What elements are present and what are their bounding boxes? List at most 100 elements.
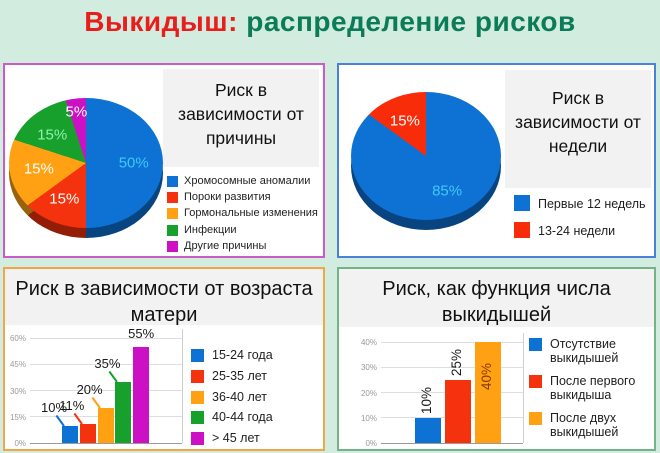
legend-swatch — [529, 374, 542, 388]
legend-age: 15-24 года 25-35 лет 36-40 лет 40-44 года > … — [191, 348, 319, 446]
legend-item: Пороки развития — [167, 191, 323, 204]
label-leader-line — [91, 396, 101, 409]
y-tick-label: 40% — [360, 338, 377, 347]
legend-item: > 45 лет — [191, 431, 319, 446]
legend-swatch — [167, 208, 178, 220]
pie-slice-label: 50% — [118, 154, 149, 172]
legend-item-label: Другие причины — [184, 239, 267, 252]
panel-risk-by-count: Риск, как функция числа выкидышей 0% 10% 2… — [337, 267, 656, 451]
legend-count: Отсутствие выкидышей После первого выкиды… — [529, 337, 649, 439]
legend-week: Первые 12 недель 13-24 недели — [514, 195, 650, 240]
bar — [445, 379, 471, 443]
panel-count-title: Риск, как функция числа выкидышей — [339, 269, 654, 327]
pie-slice-label: 15% — [37, 126, 68, 143]
bar-value-label: 20% — [76, 382, 103, 397]
bar-chart-age: 0% 15% 30% 45% 60% 10% 11% 20% 35% 55% — [10, 325, 183, 448]
legend-item: Отсутствие выкидышей — [529, 337, 649, 366]
gridline — [30, 337, 182, 339]
legend-item-label: Инфекции — [184, 223, 237, 236]
legend-swatch — [167, 224, 178, 236]
y-tick-label: 20% — [360, 388, 377, 398]
page-title: Выкидыш: распределение рисков — [0, 6, 660, 38]
legend-item-label: Отсутствие выкидышей — [550, 337, 619, 366]
legend-item-label: > 45 лет — [212, 431, 260, 445]
panel-week-title: Риск в зависимости от недели — [505, 70, 651, 188]
y-tick-label: 0% — [14, 439, 26, 448]
legend-item-label: 15-24 года — [212, 348, 273, 362]
legend-item: Хромосомные аномалии — [167, 175, 323, 188]
panel-cause-title: Риск в зависимости от причины — [163, 69, 319, 167]
y-tick-label: 45% — [9, 360, 26, 370]
bar-value-label: 10% — [419, 386, 434, 414]
y-tick-label: 30% — [360, 363, 377, 373]
gridline — [30, 390, 182, 391]
gridline — [381, 366, 523, 368]
pie-week: 85% 15% — [351, 92, 501, 220]
bar — [97, 408, 114, 443]
pie-chart-cause: 50% 15% 15% 15% 5% — [7, 95, 165, 241]
legend-swatch — [191, 369, 204, 383]
legend-item-label: 36-40 лет — [212, 389, 267, 404]
legend-swatch — [529, 338, 542, 351]
legend-item-label: Хромосомные аномалии — [184, 175, 311, 187]
panel-age-title: Риск в зависимости от возраста матери — [5, 269, 323, 326]
panel-risk-by-age: Риск в зависимости от возраста матери 0%… — [3, 267, 325, 451]
bar — [133, 346, 150, 443]
legend-item: Первые 12 недель — [514, 195, 650, 212]
y-tick-label: 0% — [365, 439, 377, 448]
legend-item: 13-24 недели — [514, 222, 650, 239]
legend-swatch — [191, 411, 204, 425]
pie-slice-label: 85% — [432, 182, 463, 200]
legend-item: 36-40 лет — [191, 389, 319, 405]
pie-cause: 50% 15% 15% 15% 5% — [9, 98, 163, 228]
legend-swatch — [191, 349, 204, 362]
bar-value-label: 35% — [94, 355, 121, 371]
y-tick-label: 30% — [9, 386, 26, 396]
label-leader-line — [73, 412, 83, 425]
y-tick-label: 60% — [9, 334, 26, 343]
bar-value-label: 55% — [128, 325, 155, 341]
legend-item: Гормональные изменения — [167, 207, 323, 220]
bar — [415, 417, 441, 443]
y-tick-label: 10% — [360, 413, 377, 423]
pie-chart-week: 85% 15% — [349, 89, 503, 231]
bar — [115, 381, 132, 443]
legend-swatch — [514, 222, 530, 239]
panel-risk-by-week: 85% 15% Риск в зависимости от недели Перв… — [337, 63, 656, 258]
pie-slice-label: 15% — [389, 112, 420, 130]
gridline — [30, 442, 182, 444]
legend-item-label: Гормональные изменения — [184, 207, 318, 220]
legend-item-label: 40-44 года — [212, 410, 273, 425]
legend-item: 15-24 года — [191, 348, 319, 363]
legend-item: После первого выкидыша — [529, 374, 649, 403]
legend-item: Инфекции — [167, 224, 323, 237]
legend-item-label: 13-24 недели — [538, 224, 616, 239]
legend-swatch — [167, 192, 178, 204]
legend-item: Другие причины — [167, 240, 323, 253]
legend-swatch — [529, 411, 542, 425]
bar — [79, 423, 96, 443]
bar — [475, 342, 501, 443]
legend-swatch — [514, 195, 530, 211]
label-leader-line — [108, 370, 119, 383]
legend-swatch — [167, 176, 178, 187]
bar-value-label: 10% — [40, 399, 68, 415]
page-title-highlight: Выкидыш: — [84, 6, 238, 37]
bar-value-label: 11% — [59, 397, 85, 413]
legend-item-label: После первого выкидыша — [550, 373, 636, 403]
legend-item-label: Первые 12 недель — [538, 197, 646, 211]
legend-item: После двух выкидышей — [529, 411, 649, 440]
panel-risk-by-cause: 50% 15% 15% 15% 5% Риск в зависимости от при… — [3, 63, 325, 258]
legend-swatch — [167, 240, 178, 252]
page-title-rest: распределение рисков — [237, 6, 576, 37]
y-tick-label: 15% — [9, 412, 26, 422]
bar — [62, 425, 78, 443]
pie-slice-label: 15% — [23, 160, 54, 178]
legend-item-label: Пороки развития — [184, 191, 271, 204]
bar-chart-count: 0% 10% 20% 30% 40% 10% 25% 40% — [361, 333, 524, 448]
gridline — [30, 363, 182, 365]
legend-swatch — [191, 390, 204, 404]
pie-slice-label: 5% — [65, 103, 88, 121]
legend-swatch — [191, 432, 204, 445]
